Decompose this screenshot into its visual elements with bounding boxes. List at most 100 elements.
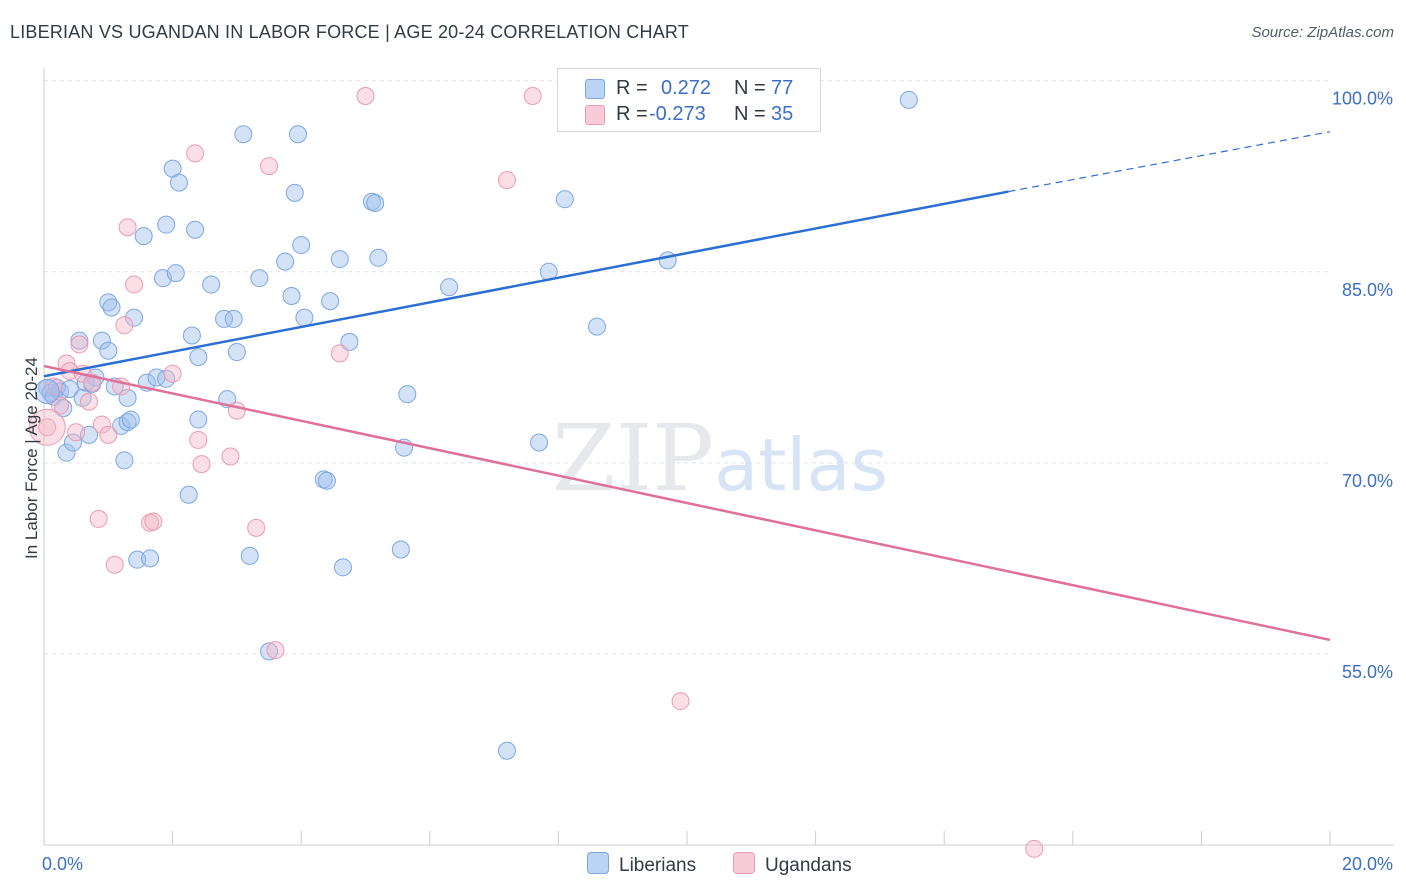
liberians-trend-extension (1008, 131, 1331, 193)
ugandan-point (221, 447, 240, 466)
n-value: 77 (771, 77, 794, 99)
liberian-point (366, 194, 385, 213)
liberian-point (398, 385, 417, 404)
ugandan-point (67, 423, 86, 442)
ugandan-point (192, 455, 211, 474)
liberian-point (224, 309, 243, 328)
legend-row-ugandans: R = -0.273 N = 35 (558, 101, 820, 127)
ugandans-swatch (585, 105, 605, 125)
watermark-atlas: atlas (714, 423, 888, 507)
ugandan-point (247, 518, 266, 537)
ugandan-point (671, 692, 690, 711)
legend-item-liberians: Liberians (587, 852, 696, 877)
liberian-point (391, 540, 410, 559)
ugandan-point (189, 430, 208, 449)
liberian-point (115, 451, 134, 470)
liberian-point (555, 190, 574, 209)
liberian-point (369, 248, 388, 267)
liberian-point (227, 343, 246, 362)
ugandan-point (125, 275, 144, 294)
ugandan-point (99, 425, 118, 444)
axes (43, 68, 1394, 846)
ugandan-point (260, 157, 279, 176)
ugandans-trend-line (43, 364, 1331, 642)
liberian-point (295, 308, 314, 327)
ugandan-point (89, 509, 108, 528)
liberian-point (260, 642, 279, 661)
liberian-point (128, 550, 147, 569)
y-tick-label: 55.0% (1342, 662, 1393, 682)
liberians-trend-line (43, 190, 1009, 378)
liberian-point (899, 90, 918, 109)
liberian-point (186, 220, 205, 239)
legend-row-liberians: R = 0.272 N = 77 (558, 75, 820, 101)
liberian-point (321, 292, 340, 311)
liberians-legend-swatch (587, 852, 609, 874)
liberian-point (234, 125, 253, 144)
liberian-point (240, 546, 259, 565)
liberian-point (189, 410, 208, 429)
r-label: R = (616, 77, 648, 99)
data-points (28, 87, 1044, 858)
y-tick-label: 70.0% (1342, 471, 1393, 491)
liberian-point (330, 250, 349, 269)
y-axis-title: In Labor Force | Age 20-24 (22, 357, 41, 559)
x-tick-label: 0.0% (42, 854, 83, 874)
liberian-point (92, 331, 111, 350)
liberian-point (317, 471, 336, 490)
watermark-zip: ZIP (552, 405, 714, 512)
liberian-point (99, 293, 118, 312)
ugandan-point (186, 144, 205, 163)
x-tick-label: 20.0% (1342, 854, 1393, 874)
watermark: ZIPatlas (552, 405, 888, 512)
liberian-point (121, 410, 140, 429)
liberian-point (34, 379, 60, 405)
ugandan-point (266, 641, 285, 660)
liberian-point (60, 379, 79, 398)
legend-item-ugandans: Ugandans (733, 852, 852, 877)
liberian-point (333, 558, 352, 577)
liberian-point (179, 485, 198, 504)
liberian-point (292, 236, 311, 255)
ugandan-point (38, 418, 57, 437)
ugandans-legend-label: Ugandans (765, 855, 852, 876)
liberian-point (57, 443, 76, 462)
liberian-point (99, 341, 118, 360)
ugandan-point (92, 415, 111, 434)
liberian-point (189, 348, 208, 367)
liberian-point (282, 287, 301, 306)
r-label: R = (616, 103, 648, 125)
liberian-point (497, 741, 516, 760)
correlation-legend: R = 0.272 N = 77 R = -0.273 N = 35 (557, 68, 821, 132)
liberian-point (276, 252, 295, 271)
liberian-point (288, 125, 307, 144)
source-label: Source: ZipAtlas.com (1251, 24, 1394, 41)
liberian-point (134, 227, 153, 246)
n-value: 35 (771, 103, 794, 125)
liberian-point (118, 413, 137, 432)
liberian-point (125, 308, 144, 327)
liberian-point (141, 549, 160, 568)
liberian-point (285, 183, 304, 202)
liberian-point (215, 309, 234, 328)
ugandans-legend-swatch (733, 852, 755, 874)
ugandan-point (330, 344, 349, 363)
liberian-point (440, 278, 459, 297)
liberian-point (170, 173, 189, 192)
n-label: N = (734, 77, 766, 99)
ugandan-point (115, 316, 134, 335)
y-tick-label: 100.0% (1332, 89, 1393, 109)
chart-title: LIBERIAN VS UGANDAN IN LABOR FORCE | AGE… (10, 22, 689, 42)
liberian-point (250, 269, 269, 288)
liberian-point (157, 215, 176, 234)
ugandan-point (28, 408, 66, 446)
liberian-point (54, 399, 73, 418)
liberians-swatch (585, 79, 605, 99)
liberian-point (63, 433, 82, 452)
liberian-point (118, 388, 137, 407)
ugandan-point (523, 87, 542, 106)
grid-lines (44, 80, 1330, 655)
ugandan-point (105, 555, 124, 574)
trend-lines (43, 131, 1331, 642)
ugandan-point (118, 218, 137, 237)
